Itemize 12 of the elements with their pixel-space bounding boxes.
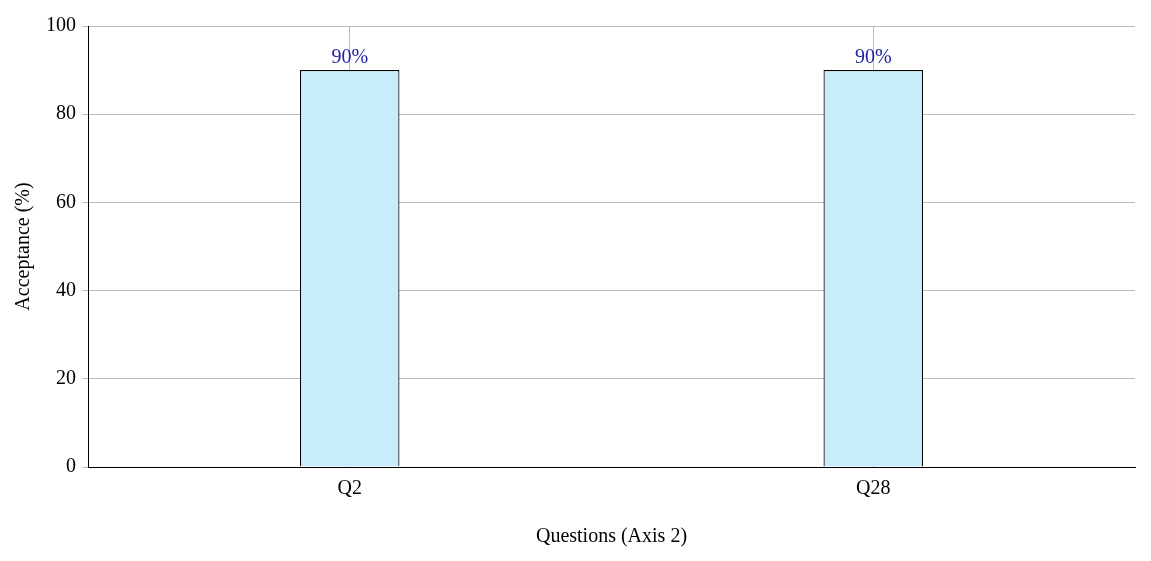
x-tick-label: Q2 bbox=[337, 476, 362, 499]
y-tick-label: 80 bbox=[56, 101, 76, 124]
data-label: 90% bbox=[331, 45, 369, 68]
y-tick-label: 40 bbox=[56, 277, 76, 300]
x-axis-title: Questions (Axis 2) bbox=[535, 524, 688, 548]
y-tick-label: 0 bbox=[66, 454, 76, 477]
data-label: 90% bbox=[854, 45, 892, 68]
y-tick-label: 20 bbox=[56, 366, 76, 389]
y-axis-title: Acceptance (%) bbox=[11, 182, 35, 311]
y-tick-label: 100 bbox=[46, 13, 76, 36]
y-tick-label: 60 bbox=[56, 189, 76, 212]
x-tick-label: Q28 bbox=[856, 476, 891, 499]
